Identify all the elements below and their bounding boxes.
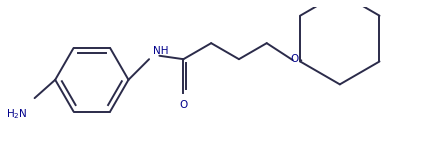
Text: O: O: [179, 100, 187, 110]
Text: O: O: [290, 54, 299, 64]
Text: NH: NH: [153, 46, 168, 56]
Text: H$_2$N: H$_2$N: [6, 107, 28, 121]
